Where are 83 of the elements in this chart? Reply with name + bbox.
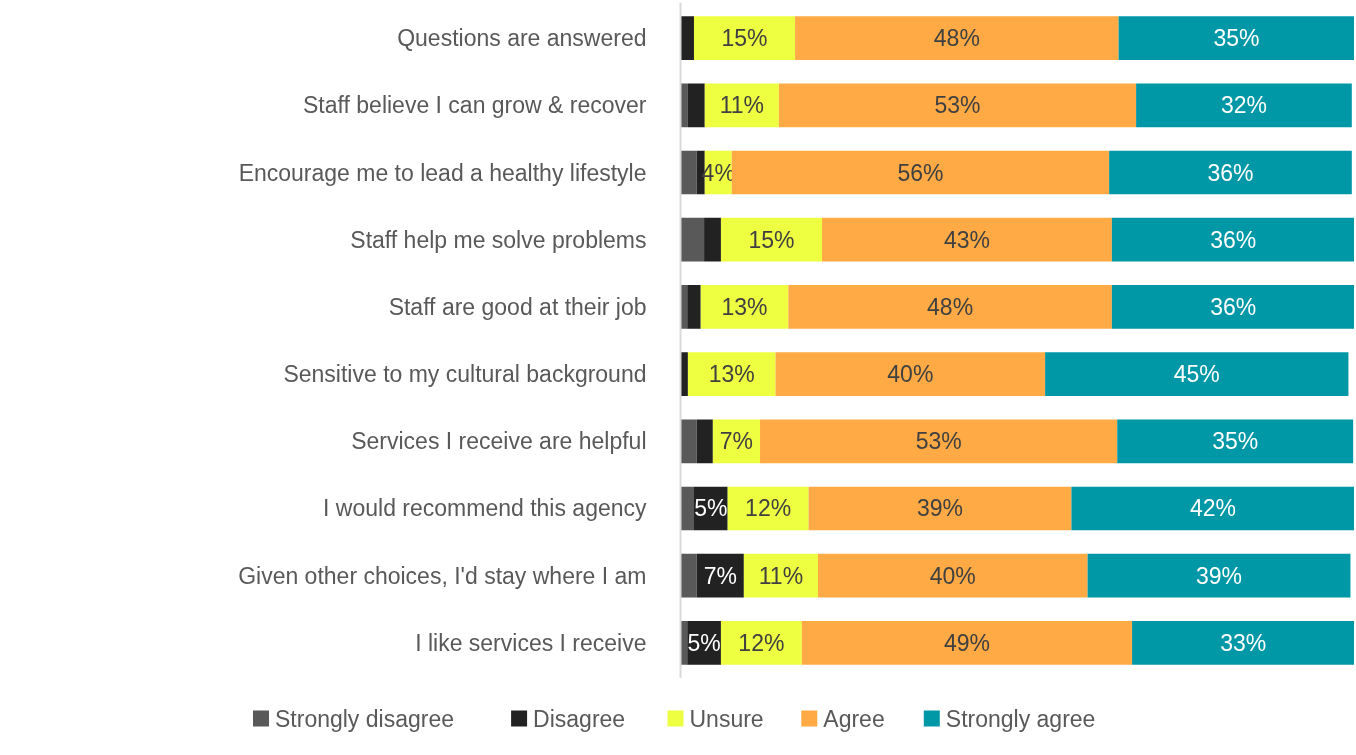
bar	[775, 352, 1046, 396]
data-label: 49%	[943, 629, 990, 656]
bar	[680, 553, 697, 598]
data-label: 48%	[927, 293, 974, 320]
bar	[693, 16, 796, 60]
legend-label: Disagree	[533, 705, 626, 732]
bar	[680, 419, 697, 464]
data-label: 33%	[1220, 629, 1267, 656]
y-tick-label: Questions are answered	[397, 25, 647, 52]
bar	[704, 217, 721, 262]
bar	[720, 217, 823, 262]
data-label: 15%	[721, 25, 768, 52]
data-label: 39%	[1196, 562, 1243, 589]
y-tick-label: Staff help me solve problems	[350, 226, 647, 253]
bar	[720, 621, 802, 665]
bar	[778, 83, 1137, 128]
bar	[760, 419, 1118, 464]
data-label: 11%	[758, 562, 804, 589]
data-label: 43%	[943, 226, 990, 253]
data-label: 32%	[1220, 92, 1267, 119]
data-label: 13%	[708, 361, 755, 388]
data-label: 5%	[694, 495, 728, 522]
legend-label: Strongly agree	[945, 705, 1096, 732]
data-label: 7%	[719, 428, 754, 455]
legend-label: Agree	[823, 705, 885, 732]
y-tick-label: Services I receive are helpful	[351, 428, 647, 455]
data-label: 40%	[887, 361, 934, 388]
bar	[680, 150, 697, 195]
y-tick-label: Staff are good at their job	[388, 293, 647, 320]
bar	[1136, 83, 1352, 128]
y-tick-label: Staff believe I can grow & recover	[303, 92, 647, 119]
bar	[801, 621, 1133, 665]
data-label: 7%	[703, 562, 737, 589]
data-label: 15%	[748, 226, 795, 253]
bar	[1087, 553, 1351, 598]
legend-label: Unsure	[689, 705, 764, 732]
bar	[700, 285, 789, 329]
bar	[1132, 621, 1354, 665]
data-label: 35%	[1213, 25, 1260, 52]
bar	[795, 16, 1119, 60]
data-label: 45%	[1173, 361, 1220, 388]
bar	[743, 553, 818, 598]
data-label: 12%	[745, 495, 792, 522]
bar	[680, 217, 705, 262]
data-label: 35%	[1212, 428, 1259, 455]
data-label: 13%	[721, 293, 768, 320]
bar	[731, 150, 1110, 195]
bar	[704, 83, 779, 128]
bar	[808, 486, 1072, 531]
bar	[687, 83, 705, 128]
bar	[687, 285, 701, 329]
data-label: 11%	[719, 92, 764, 119]
data-label: 42%	[1189, 495, 1236, 522]
data-label: 56%	[897, 159, 944, 186]
data-label: 40%	[929, 562, 976, 589]
data-label: 53%	[915, 428, 962, 455]
y-tick-label: Sensitive to my cultural background	[283, 361, 647, 388]
bar	[1109, 150, 1352, 195]
y-tick-label: Given other choices, I'd stay where I am	[238, 562, 647, 589]
bar	[1118, 16, 1354, 60]
data-label: 39%	[916, 495, 964, 522]
bar	[1117, 419, 1354, 464]
bar	[1045, 352, 1349, 396]
data-label: 12%	[738, 629, 785, 656]
bar	[1111, 217, 1354, 262]
bar	[696, 419, 713, 464]
legend-label: Strongly disagree	[275, 705, 454, 732]
bar	[788, 285, 1112, 329]
data-label: 36%	[1207, 159, 1254, 186]
data-label: 53%	[934, 92, 981, 119]
data-label: 36%	[1210, 293, 1257, 320]
y-tick-label: I like services I receive	[415, 629, 647, 656]
bar	[687, 352, 776, 396]
y-tick-label: I would recommend this agency	[323, 495, 647, 522]
bar	[680, 16, 694, 60]
bar	[1071, 486, 1354, 531]
bar	[822, 217, 1112, 262]
bar	[818, 553, 1088, 598]
data-label: 48%	[933, 25, 980, 52]
bar	[1111, 285, 1354, 329]
y-tick-label: Encourage me to lead a healthy lifestyle	[238, 159, 647, 186]
data-label: 36%	[1210, 226, 1257, 253]
data-label: 5%	[687, 629, 721, 656]
